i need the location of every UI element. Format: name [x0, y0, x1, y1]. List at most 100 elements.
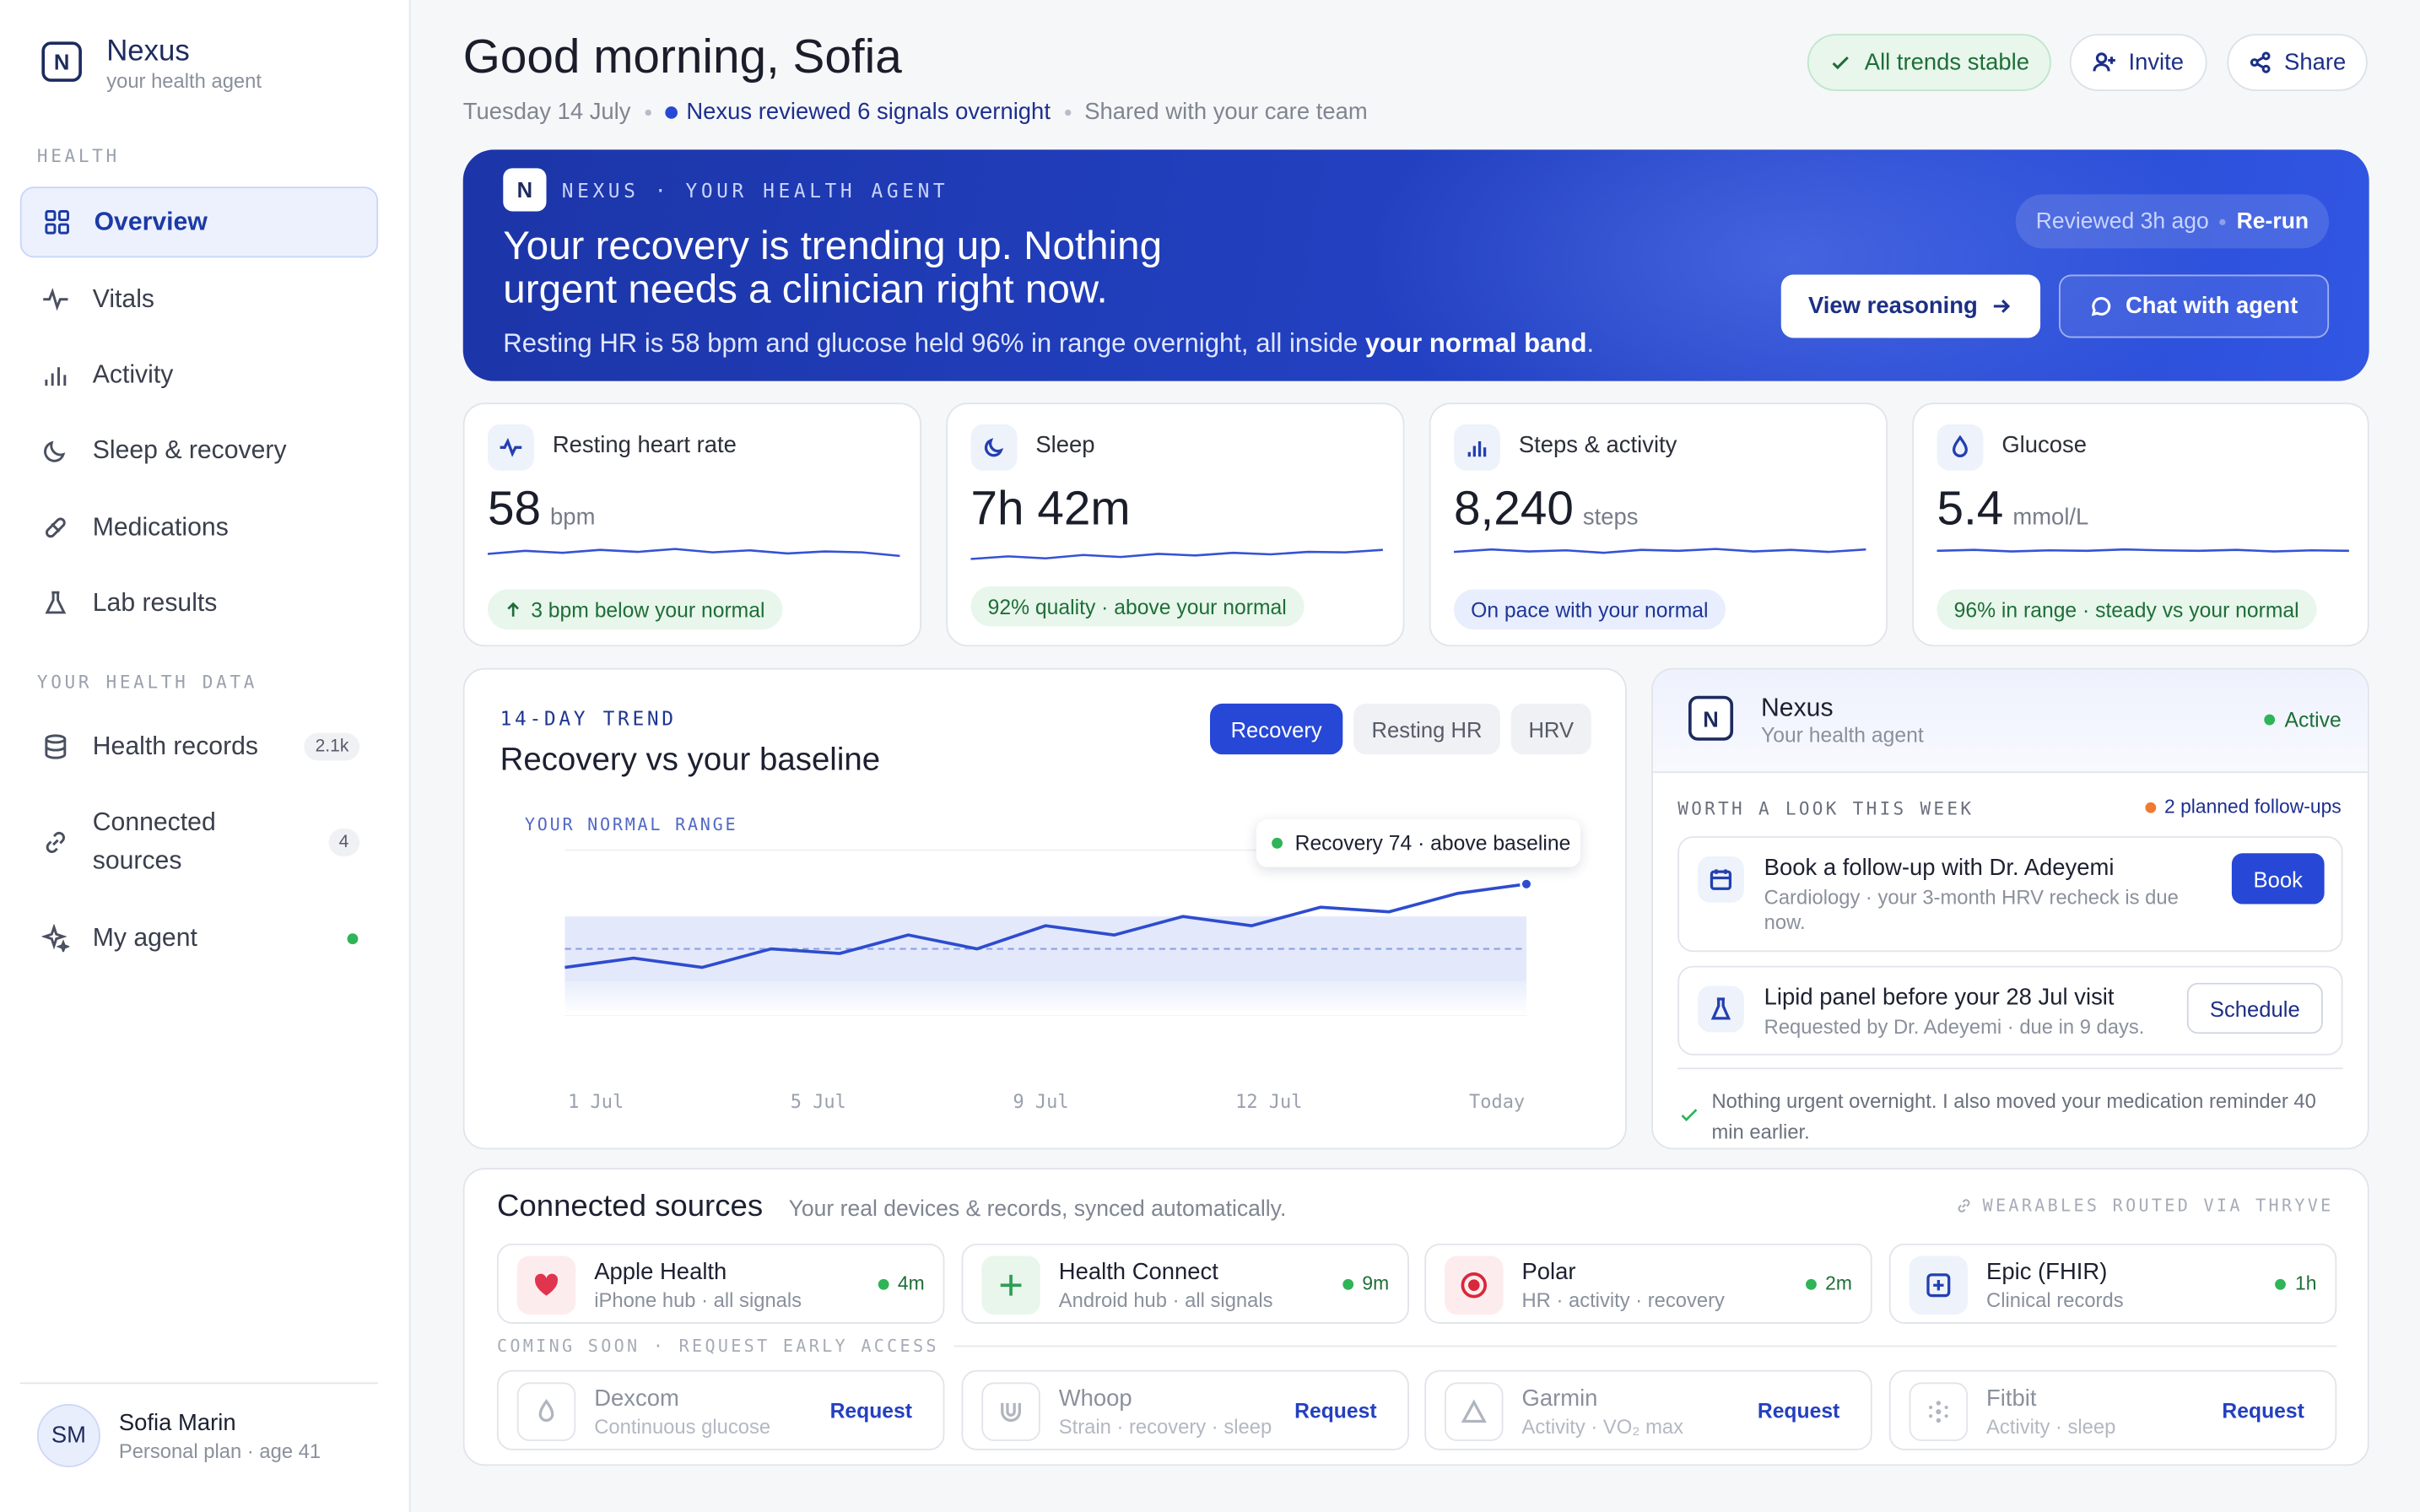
metric-value: 5.4 mmol/L [1937, 482, 2089, 537]
metric-icon [1937, 424, 1984, 471]
view-reasoning-button[interactable]: View reasoning [1780, 274, 2041, 338]
trend-eyebrow: 14-DAY TREND [500, 706, 677, 730]
metric-card[interactable]: Glucose 5.4 mmol/L 96% in range · steady … [1912, 402, 2369, 647]
source-sync: 9m [1342, 1272, 1390, 1295]
note-text: 96% in range · steady vs your normal [1953, 597, 2299, 622]
trend-chart: YOUR NORMAL RANGE [525, 814, 1533, 1017]
sources-title: Connected sources [496, 1189, 764, 1224]
metric-card[interactable]: Sleep 7h 42m 92% quality · above your no… [946, 402, 1405, 647]
nav-item[interactable]: Vitals [20, 264, 378, 335]
metric-card[interactable]: Resting heart rate 58 bpm 3 bpm below you… [462, 402, 921, 647]
invite-button[interactable]: Invite [2069, 34, 2207, 91]
nav-label: Lab results [92, 588, 218, 617]
chat-button[interactable]: Chat with agent [2059, 274, 2330, 338]
request-button[interactable]: Request [2222, 1399, 2304, 1423]
agent-card: N Nexus Your health agent Active WORTH A… [1651, 667, 2369, 1150]
share-button[interactable]: Share [2227, 34, 2368, 91]
hero-body-text: . [1586, 328, 1595, 359]
request-button[interactable]: Request [1294, 1399, 1377, 1423]
button-label: View reasoning [1807, 293, 1978, 320]
source[interactable]: Apple Health iPhone hub · all signals 4m [496, 1243, 945, 1324]
source-detail: Activity · VO₂ max [1521, 1414, 1684, 1439]
rerun[interactable]: Re-run [2236, 208, 2309, 235]
request-button[interactable]: Request [829, 1399, 912, 1423]
tab[interactable]: HRV [1510, 703, 1591, 755]
range-label: YOUR NORMAL RANGE [525, 814, 737, 834]
task-title: Book a follow-up with Dr. Adeyemi [1764, 855, 2115, 882]
metric-value: 58 bpm [488, 482, 595, 537]
nav-item[interactable]: Overview [19, 186, 379, 258]
source[interactable]: Polar HR · activity · recovery 2m [1424, 1243, 1872, 1324]
user-plan: Personal plan · age 41 [118, 1439, 321, 1463]
source-sync: 1h [2275, 1273, 2316, 1294]
metric-note: 92% quality · above your normal [970, 586, 1304, 627]
task-detail: Cardiology · your 3-month HRV recheck is… [1764, 885, 2179, 934]
book-button[interactable]: Book [2231, 853, 2325, 904]
task-title: Lipid panel before your 28 Jul visit [1764, 984, 2115, 1011]
note-text: 92% quality · above your normal [987, 594, 1287, 618]
last-point [1520, 878, 1533, 891]
avatar: SM [36, 1404, 100, 1467]
button-label: Chat with agent [2125, 293, 2298, 320]
value: 5.4 [1937, 481, 2004, 536]
trend-card: 14-DAY TREND Recovery vs your baseline R… [462, 667, 1627, 1150]
nav-item[interactable]: My agent [20, 903, 378, 974]
source: Dexcom Continuous glucose Request [496, 1369, 945, 1450]
trend-title: Recovery vs your baseline [500, 742, 881, 778]
note-text: 3 bpm below your normal [531, 597, 765, 622]
section-label: WORTH A LOOK THIS WEEK [1677, 797, 1974, 819]
nav-label: Overview [94, 207, 208, 235]
metric-label: Glucose [2001, 432, 2088, 459]
sources-subtitle: Your real devices & records, synced auto… [788, 1196, 1287, 1223]
review: Nexus reviewed 6 signals overnight [686, 99, 1051, 126]
nav-item[interactable]: Health records 2.1k [20, 711, 378, 782]
tab[interactable]: Recovery [1210, 703, 1343, 755]
metric-value: 7h 42m [971, 482, 1131, 537]
sparkline-path [487, 548, 900, 558]
sync-text: 9m [1362, 1272, 1390, 1295]
nav-label: Activity [92, 359, 174, 388]
status-pill: All trends stable [1807, 34, 2051, 91]
check-icon [1681, 1109, 1698, 1122]
x-tick-label: Today [1469, 1090, 1526, 1113]
source[interactable]: Health Connect Android hub · all signals 9… [961, 1243, 1409, 1324]
metric-label: Resting heart rate [552, 432, 737, 459]
agent-header [1652, 669, 2368, 774]
schedule-button[interactable]: Schedule [2186, 982, 2323, 1034]
agent-note: Nothing urgent overnight. I also moved y… [1711, 1088, 2316, 1143]
agent-logo: N [1688, 695, 1734, 741]
unit: steps [1582, 504, 1639, 532]
source-detail: Clinical records [1986, 1288, 2124, 1312]
followups: 2 planned follow-ups [2146, 796, 2342, 818]
source-detail: iPhone hub · all signals [594, 1288, 802, 1312]
note-text: On pace with your normal [1471, 597, 1709, 622]
tab[interactable]: Resting HR [1353, 703, 1500, 755]
nav-section: HEALTH [36, 144, 120, 167]
nav-item[interactable]: Activity [20, 339, 378, 410]
nav-item[interactable]: Lab results [20, 568, 378, 639]
nav-item[interactable]: Connected sources 4 [20, 804, 378, 881]
source-name: Whoop [1058, 1385, 1132, 1412]
routed: WEARABLES ROUTED VIA THRYVE [1955, 1196, 2334, 1216]
source-sync: 4m [878, 1273, 925, 1294]
sparkline [1453, 548, 1866, 554]
source-sync: 2m [1805, 1273, 1852, 1294]
review-pill: Reviewed 3h ago Re-run [2015, 194, 2330, 249]
metric-icon [1454, 424, 1500, 471]
source[interactable]: Epic (FHIR) Clinical records 1h [1888, 1243, 2337, 1324]
metric-note: 3 bpm below your normal [487, 589, 782, 630]
metric-label: Steps & activity [1518, 432, 1677, 459]
trend-line [564, 882, 1527, 969]
request-button[interactable]: Request [1757, 1399, 1840, 1423]
nav-label: Sleep & recovery [92, 435, 287, 464]
nav-item[interactable]: Sleep & recovery [20, 415, 378, 486]
nav-item[interactable]: Medications [20, 492, 378, 563]
metric-card[interactable]: Steps & activity 8,240 steps On pace with… [1429, 402, 1888, 647]
brand-name: Nexus [106, 35, 190, 68]
status: All trends stable [1864, 49, 2030, 76]
date: Tuesday 14 July [462, 99, 631, 126]
hero-eyebrow: NEXUS · YOUR HEALTH AGENT [561, 179, 949, 202]
source-detail: Continuous glucose [594, 1414, 771, 1439]
